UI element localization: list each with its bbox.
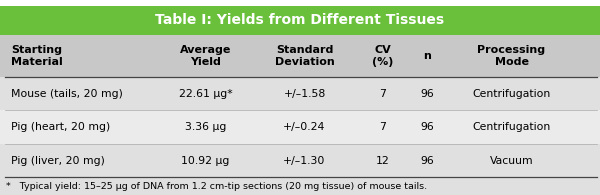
FancyBboxPatch shape [0,177,600,195]
Text: 12: 12 [376,156,389,166]
Text: *   Typical yield: 15–25 μg of DNA from 1.2 cm-tip sections (20 mg tissue) of mo: * Typical yield: 15–25 μg of DNA from 1.… [6,182,427,191]
Text: Centrifugation: Centrifugation [472,89,551,99]
Text: +/–1.58: +/–1.58 [283,89,326,99]
Text: CV
(%): CV (%) [372,45,393,67]
Text: +/–1.30: +/–1.30 [283,156,326,166]
Text: Pig (liver, 20 mg): Pig (liver, 20 mg) [11,156,104,166]
FancyBboxPatch shape [0,0,600,6]
Text: Centrifugation: Centrifugation [472,122,551,132]
Text: Standard
Deviation: Standard Deviation [275,45,334,67]
Text: 3.36 μg: 3.36 μg [185,122,226,132]
Text: 10.92 μg: 10.92 μg [181,156,230,166]
FancyBboxPatch shape [0,77,600,110]
FancyBboxPatch shape [0,35,600,77]
Text: 7: 7 [379,89,386,99]
Text: Vacuum: Vacuum [490,156,533,166]
FancyBboxPatch shape [0,110,600,144]
Text: Table I: Yields from Different Tissues: Table I: Yields from Different Tissues [155,13,445,27]
Text: n: n [424,51,431,61]
Text: Average
Yield: Average Yield [180,45,231,67]
Text: 96: 96 [421,122,434,132]
Text: Pig (heart, 20 mg): Pig (heart, 20 mg) [11,122,110,132]
Text: 7: 7 [379,122,386,132]
Text: Starting
Material: Starting Material [11,45,62,67]
Text: 96: 96 [421,156,434,166]
Text: 96: 96 [421,89,434,99]
FancyBboxPatch shape [0,144,600,177]
Text: Processing
Mode: Processing Mode [478,45,545,67]
Text: 22.61 μg*: 22.61 μg* [179,89,232,99]
Text: +/–0.24: +/–0.24 [283,122,326,132]
Text: Mouse (tails, 20 mg): Mouse (tails, 20 mg) [11,89,122,99]
FancyBboxPatch shape [0,6,600,35]
